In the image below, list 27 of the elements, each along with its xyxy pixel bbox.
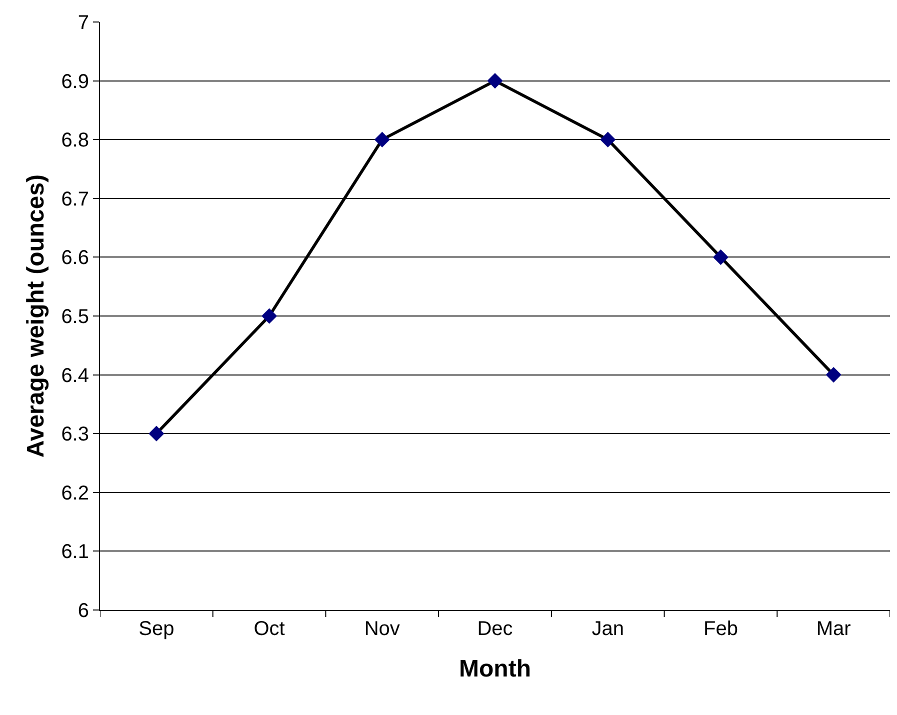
y-tick-label: 6.9 [61, 70, 89, 93]
x-axis-title: Month [459, 655, 531, 682]
point [374, 132, 390, 148]
y-tick-label: 6.4 [61, 364, 89, 387]
y-tick-label: 6 [78, 600, 89, 622]
x-tick-label: Feb [703, 618, 738, 640]
point [148, 426, 164, 442]
point [826, 367, 842, 383]
y-tick-label: 6.6 [61, 247, 89, 270]
x-tick-label: Jan [592, 618, 624, 640]
y-tick-label: 6.1 [61, 541, 89, 564]
x-tick-label: Sep [138, 618, 174, 640]
x-tick-label: Nov [364, 618, 400, 640]
point [261, 308, 278, 324]
y-tick-label: 6.7 [61, 188, 89, 210]
y-axis-title: Average weight (ounces) [22, 174, 50, 458]
y-tick-label: 6.5 [61, 306, 89, 328]
y-tick-label: 6.2 [61, 482, 89, 504]
x-tick-label: Mar [816, 618, 852, 640]
x-tick-label: Oct [254, 618, 286, 640]
y-tick-label: 7 [78, 12, 89, 34]
point [712, 249, 729, 265]
y-tick-label: 6.3 [61, 424, 89, 446]
y-tick-label: 6.8 [61, 130, 89, 152]
point [600, 132, 616, 148]
point [487, 73, 503, 89]
x-tick-label: Dec [477, 618, 513, 640]
